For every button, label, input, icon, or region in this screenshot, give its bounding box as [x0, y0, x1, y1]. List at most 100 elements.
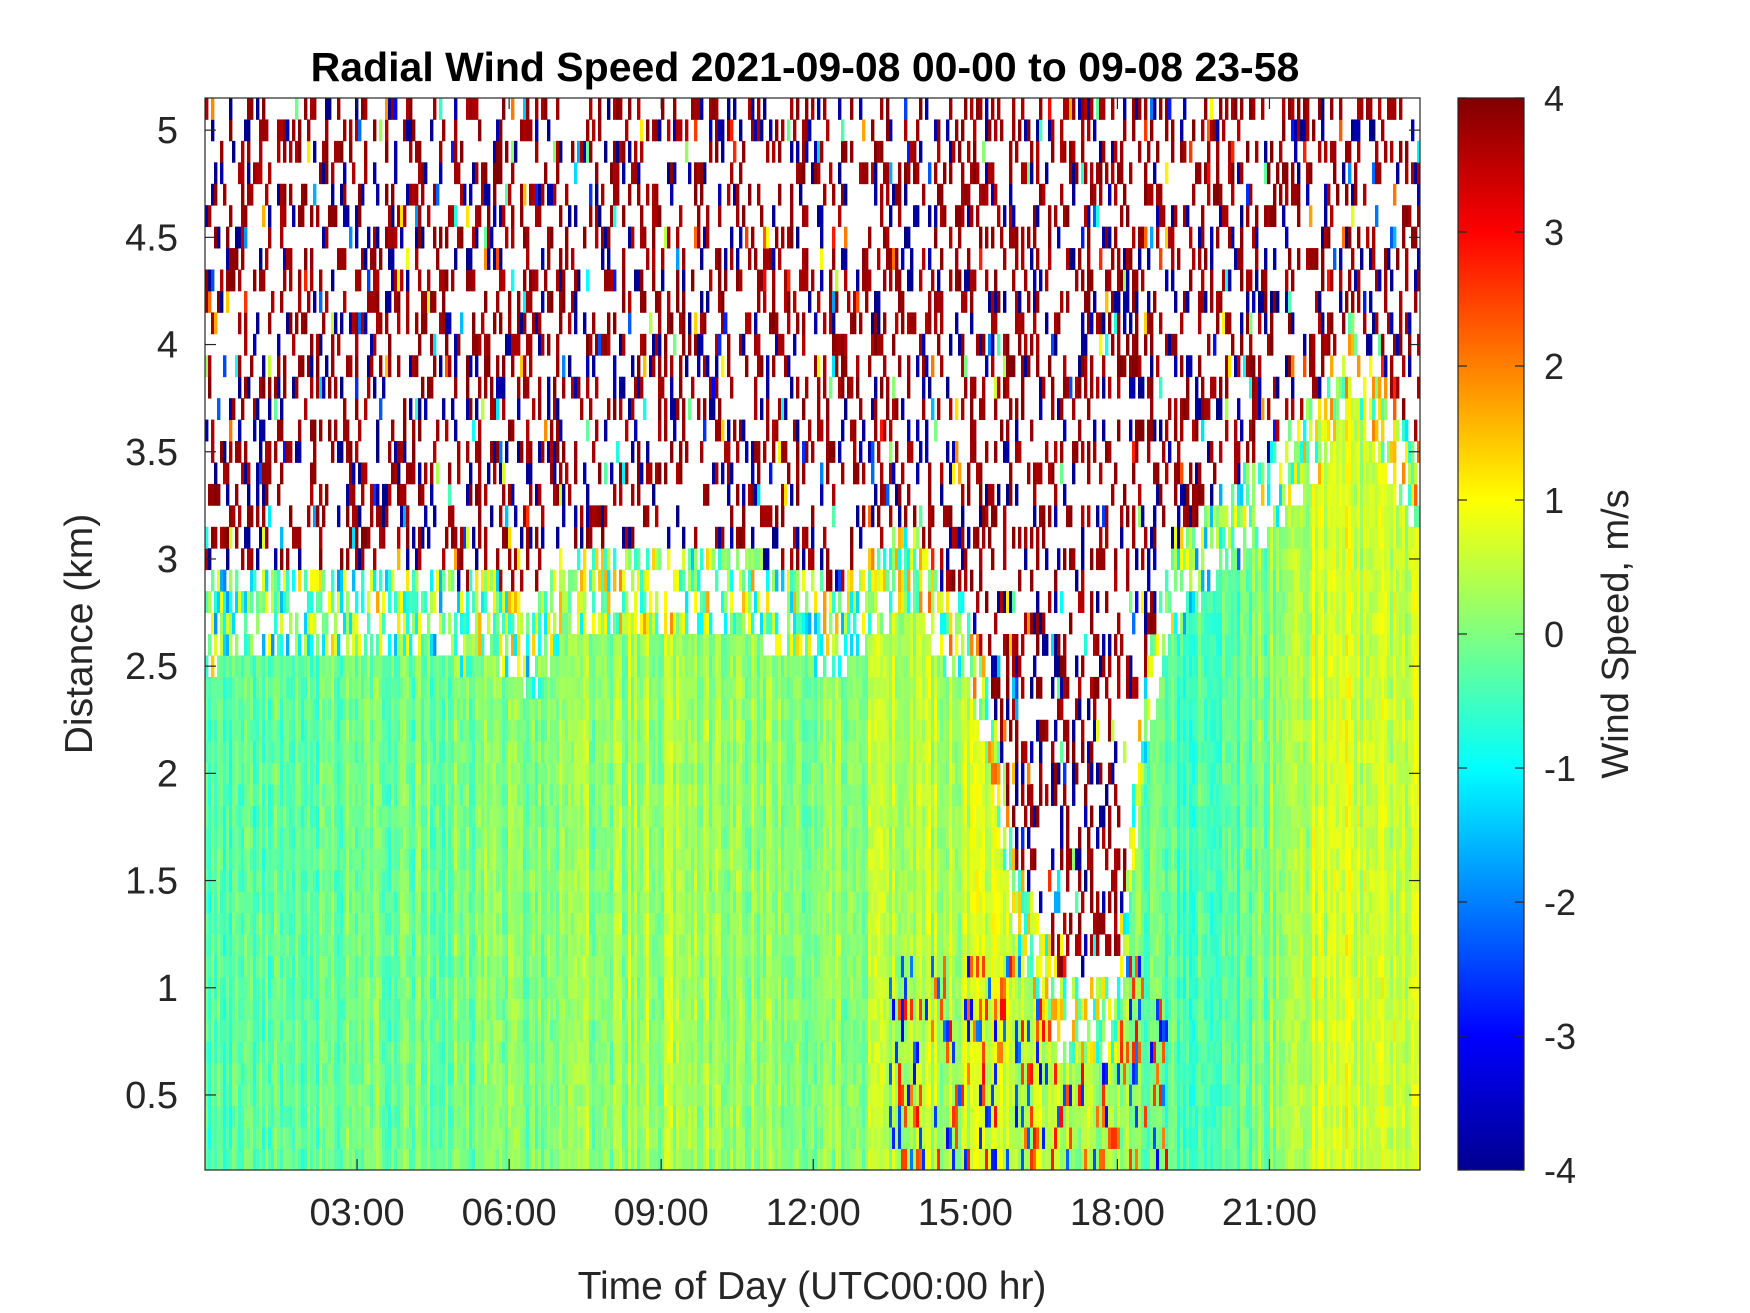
heatmap-cell: [448, 569, 452, 592]
heatmap-cell: [535, 1148, 539, 1171]
heatmap-cell: [580, 1105, 584, 1128]
heatmap-cell: [274, 612, 278, 635]
heatmap-cell: [532, 891, 536, 914]
heatmap-cell: [505, 634, 509, 656]
heatmap-cell: [490, 226, 494, 249]
heatmap-cell: [565, 462, 569, 485]
heatmap-cell: [619, 1062, 623, 1085]
heatmap-cell: [295, 1105, 299, 1128]
heatmap-cell: [280, 591, 284, 613]
heatmap-cell: [475, 848, 479, 871]
heatmap-cell: [580, 612, 584, 635]
heatmap-cell: [595, 1041, 599, 1064]
heatmap-cell: [337, 1105, 341, 1128]
heatmap-cell: [268, 998, 272, 1021]
heatmap-cell: [397, 762, 401, 785]
heatmap-cell: [295, 784, 299, 806]
heatmap-cell: [322, 505, 326, 528]
heatmap-cell: [619, 784, 623, 806]
heatmap-cell: [619, 655, 623, 678]
heatmap-cell: [637, 826, 641, 849]
heatmap-cell: [313, 462, 317, 485]
heatmap-cell: [334, 719, 338, 742]
heatmap-cell: [577, 805, 581, 828]
heatmap-cell: [436, 934, 440, 956]
heatmap-cell: [379, 955, 383, 978]
heatmap-cell: [514, 998, 518, 1021]
heatmap-cell: [628, 676, 632, 699]
heatmap-cell: [280, 676, 284, 699]
heatmap-cell: [343, 290, 347, 313]
heatmap-cell: [370, 805, 374, 828]
heatmap-cell: [379, 1105, 383, 1128]
heatmap-cell: [499, 762, 503, 785]
heatmap-cell: [256, 977, 260, 999]
heatmap-cell: [643, 934, 647, 956]
heatmap-cell: [247, 483, 251, 506]
heatmap-cell: [640, 891, 644, 914]
heatmap-cell: [358, 869, 362, 892]
heatmap-cell: [616, 719, 620, 742]
heatmap-cell: [280, 934, 284, 956]
heatmap-cell: [559, 676, 563, 699]
heatmap-cell: [364, 248, 368, 270]
heatmap-cell: [304, 805, 308, 828]
heatmap-cell: [493, 848, 497, 871]
heatmap-cell: [475, 1148, 479, 1171]
heatmap-cell: [382, 698, 386, 721]
heatmap-cell: [472, 1084, 476, 1107]
heatmap-cell: [421, 912, 425, 935]
heatmap-cell: [214, 719, 218, 742]
heatmap-cell: [295, 376, 299, 399]
heatmap-cell: [352, 526, 356, 549]
heatmap-cell: [256, 934, 260, 956]
heatmap-cell: [463, 869, 467, 892]
heatmap-cell: [409, 1105, 413, 1128]
heatmap-cell: [226, 998, 230, 1021]
heatmap-cell: [619, 376, 623, 399]
heatmap-cell: [271, 977, 275, 999]
heatmap-cell: [421, 848, 425, 871]
heatmap-cell: [430, 977, 434, 999]
heatmap-cell: [289, 934, 293, 956]
heatmap-cell: [316, 912, 320, 935]
heatmap-cell: [415, 676, 419, 699]
heatmap-cell: [619, 140, 623, 163]
heatmap-cell: [445, 848, 449, 871]
heatmap-cell: [346, 483, 350, 506]
heatmap-cell: [319, 784, 323, 806]
heatmap-cell: [424, 1041, 428, 1064]
heatmap-cell: [520, 934, 524, 956]
heatmap-cell: [634, 162, 638, 185]
heatmap-cell: [226, 869, 230, 892]
heatmap-cell: [229, 848, 233, 871]
heatmap-cell: [316, 848, 320, 871]
heatmap-cell: [259, 1148, 263, 1171]
heatmap-cell: [394, 826, 398, 849]
heatmap-cell: [484, 741, 488, 764]
heatmap-cell: [397, 1105, 401, 1128]
heatmap-cell: [607, 891, 611, 914]
heatmap-cell: [229, 784, 233, 806]
heatmap-cell: [322, 1148, 326, 1171]
heatmap-cell: [526, 98, 530, 120]
heatmap-cell: [622, 1105, 626, 1128]
heatmap-cell: [283, 1148, 287, 1171]
heatmap-cell: [577, 869, 581, 892]
heatmap-cell: [283, 891, 287, 914]
heatmap-cell: [466, 1127, 470, 1149]
heatmap-cell: [427, 934, 431, 956]
heatmap-cell: [499, 848, 503, 871]
heatmap-cell: [406, 183, 410, 206]
heatmap-cell: [388, 848, 392, 871]
heatmap-cell: [505, 719, 509, 742]
heatmap-cell: [616, 805, 620, 828]
heatmap-cell: [637, 934, 641, 956]
heatmap-cell: [442, 741, 446, 764]
heatmap-cell: [361, 869, 365, 892]
heatmap-cell: [403, 441, 407, 463]
heatmap-cell: [643, 998, 647, 1021]
heatmap-cell: [349, 891, 353, 914]
heatmap-cell: [640, 719, 644, 742]
heatmap-cell: [406, 548, 410, 571]
